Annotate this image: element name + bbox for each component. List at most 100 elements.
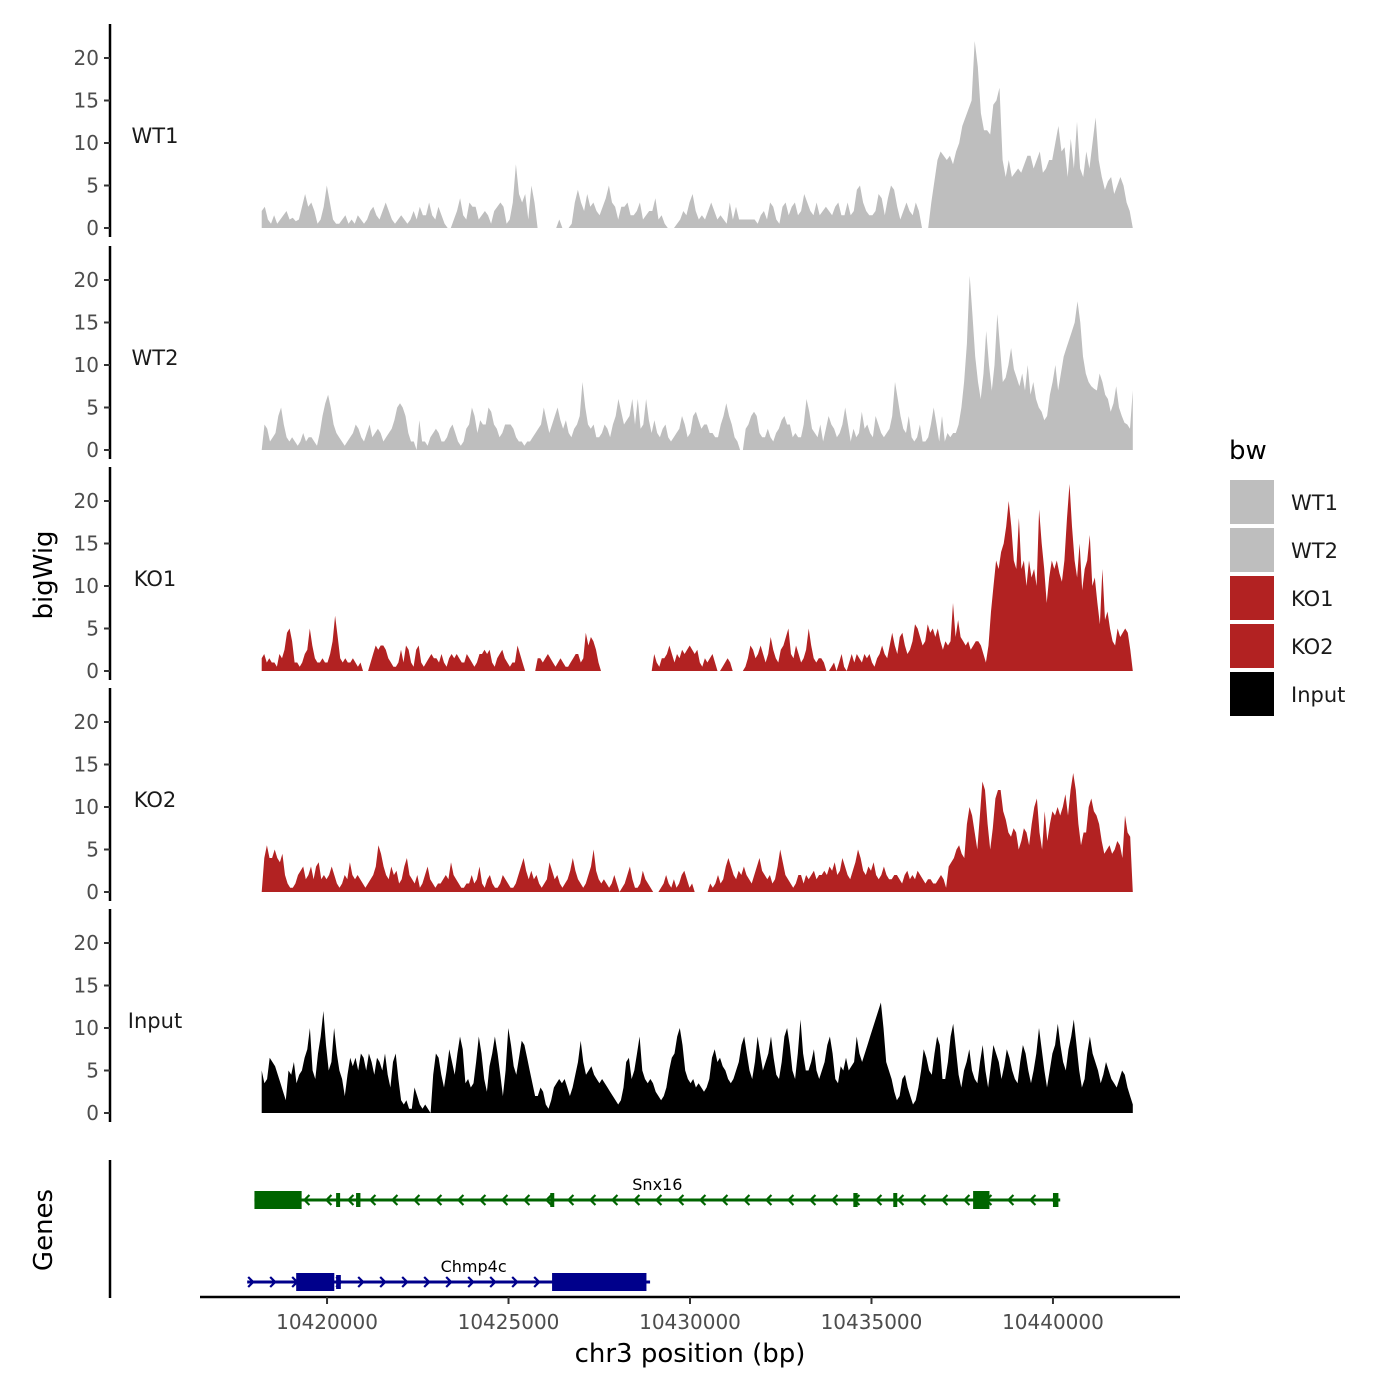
y-tick-label: 0 — [86, 880, 99, 904]
y-tick-label: 0 — [86, 216, 99, 240]
strand-arrow — [445, 1276, 453, 1288]
strand-arrow — [533, 1276, 541, 1288]
x-tick-label: 10435000 — [821, 1310, 923, 1334]
strand-arrow — [511, 1276, 519, 1288]
exon — [356, 1193, 361, 1207]
genes-axis-title: Genes — [29, 1189, 59, 1271]
bigwig-tracks: 0 5 10 15 20 WT1 0 5 10 15 20 WT2 0 5 10 15 20 KO1 0 5 10 15 2… — [74, 24, 1133, 1125]
strand-arrow — [489, 1276, 497, 1288]
strand-arrow — [1028, 1194, 1037, 1206]
strand-arrow — [346, 1194, 355, 1206]
track-label: KO2 — [134, 788, 177, 812]
exon — [550, 1193, 555, 1207]
track-label: Input — [128, 1009, 182, 1033]
gene-label: Chmp4c — [441, 1257, 507, 1276]
y-tick-label: 5 — [86, 1059, 99, 1083]
y-tick-label: 5 — [86, 396, 99, 420]
y-tick-label: 15 — [74, 753, 99, 777]
strand-arrow — [302, 1194, 311, 1206]
exon — [893, 1193, 898, 1207]
gene-snx16: Snx16 — [254, 1175, 1061, 1209]
strand-arrow — [720, 1194, 729, 1206]
x-tick-label: 10425000 — [458, 1310, 560, 1334]
legend-key-ko1 — [1230, 576, 1274, 620]
y-tick-label: 10 — [74, 574, 99, 598]
strand-arrow — [368, 1194, 377, 1206]
y-tick-label: 15 — [74, 311, 99, 335]
legend-label: KO2 — [1291, 635, 1334, 659]
strand-arrow — [940, 1194, 949, 1206]
exon — [853, 1193, 858, 1207]
legend-label: WT1 — [1291, 491, 1338, 515]
x-tick-label: 10430000 — [639, 1310, 741, 1334]
legend-key-wt1 — [1230, 480, 1274, 524]
exon — [254, 1191, 302, 1209]
strand-arrow — [522, 1194, 531, 1206]
strand-arrow — [654, 1194, 663, 1206]
x-tick-label: 10440000 — [1002, 1310, 1104, 1334]
signal-area-input — [261, 1002, 1133, 1113]
strand-arrow — [610, 1194, 619, 1206]
y-tick-label: 0 — [86, 659, 99, 683]
y-tick-label: 20 — [74, 268, 99, 292]
legend-label: WT2 — [1291, 539, 1338, 563]
strand-arrow — [676, 1194, 685, 1206]
strand-arrow — [390, 1194, 399, 1206]
strand-arrow — [786, 1194, 795, 1206]
gene-chmp4c: Chmp4c — [247, 1257, 651, 1291]
strand-arrow — [478, 1194, 487, 1206]
strand-arrow — [896, 1194, 905, 1206]
strand-arrow — [632, 1194, 641, 1206]
exon — [1052, 1193, 1059, 1207]
strand-arrow — [500, 1194, 509, 1206]
strand-arrow — [467, 1276, 475, 1288]
strand-arrow — [247, 1276, 255, 1288]
strand-arrow — [269, 1276, 277, 1288]
strand-arrow — [544, 1194, 553, 1206]
track-wt1: 0 5 10 15 20 WT1 — [74, 24, 1133, 240]
track-wt2: 0 5 10 15 20 WT2 — [74, 246, 1133, 462]
track-ko1: 0 5 10 15 20 KO1 — [74, 467, 1133, 683]
strand-arrow — [698, 1194, 707, 1206]
strand-arrow — [434, 1194, 443, 1206]
track-label: KO1 — [134, 567, 177, 591]
track-label: WT1 — [132, 124, 179, 148]
exon — [973, 1191, 990, 1209]
y-tick-label: 0 — [86, 1101, 99, 1125]
strand-arrow — [808, 1194, 817, 1206]
strand-arrow — [830, 1194, 839, 1206]
exon — [336, 1193, 341, 1207]
y-tick-label: 10 — [74, 131, 99, 155]
signal-area-ko1 — [261, 484, 1133, 671]
y-tick-label: 15 — [74, 974, 99, 998]
strand-arrow — [412, 1194, 421, 1206]
strand-arrow — [401, 1276, 409, 1288]
y-tick-label: 15 — [74, 89, 99, 113]
legend-key-wt2 — [1230, 528, 1274, 572]
exon — [296, 1273, 335, 1291]
gene-track: Snx16 Chmp4c — [108, 1160, 1061, 1298]
exon — [336, 1275, 341, 1289]
y-tick-label: 15 — [74, 532, 99, 556]
signal-area-ko2 — [261, 773, 1133, 892]
x-axis: 10420000 10425000 10430000 10435000 10440000 — [200, 1295, 1180, 1334]
track-input: 0 5 10 15 20 Input — [74, 909, 1133, 1125]
strand-arrow — [456, 1194, 465, 1206]
y-tick-label: 10 — [74, 1016, 99, 1040]
y-axis-title: bigWig — [29, 530, 59, 619]
y-tick-label: 10 — [74, 795, 99, 819]
y-tick-label: 5 — [86, 617, 99, 641]
strand-arrow — [742, 1194, 751, 1206]
strand-arrow — [918, 1194, 927, 1206]
track-label: WT2 — [132, 346, 179, 370]
strand-arrow — [1006, 1194, 1015, 1206]
x-axis-title: chr3 position (bp) — [575, 1339, 806, 1369]
strand-arrow — [874, 1194, 883, 1206]
strand-arrow — [588, 1194, 597, 1206]
y-tick-label: 20 — [74, 46, 99, 70]
y-tick-label: 20 — [74, 931, 99, 955]
signal-area-wt1 — [261, 41, 1133, 228]
y-tick-label: 0 — [86, 438, 99, 462]
signal-area-wt2 — [261, 275, 1133, 450]
